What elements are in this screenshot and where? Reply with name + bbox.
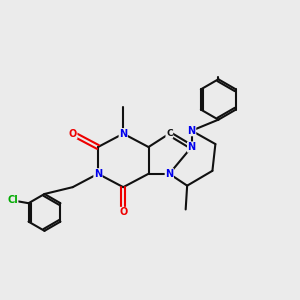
Text: N: N xyxy=(165,169,173,179)
Text: O: O xyxy=(119,207,128,218)
Text: N: N xyxy=(188,142,196,152)
Text: N: N xyxy=(119,129,127,139)
Text: N: N xyxy=(188,126,196,136)
Text: Cl: Cl xyxy=(7,195,18,206)
Text: N: N xyxy=(94,169,102,179)
Text: O: O xyxy=(69,129,77,139)
Text: C: C xyxy=(166,129,172,138)
